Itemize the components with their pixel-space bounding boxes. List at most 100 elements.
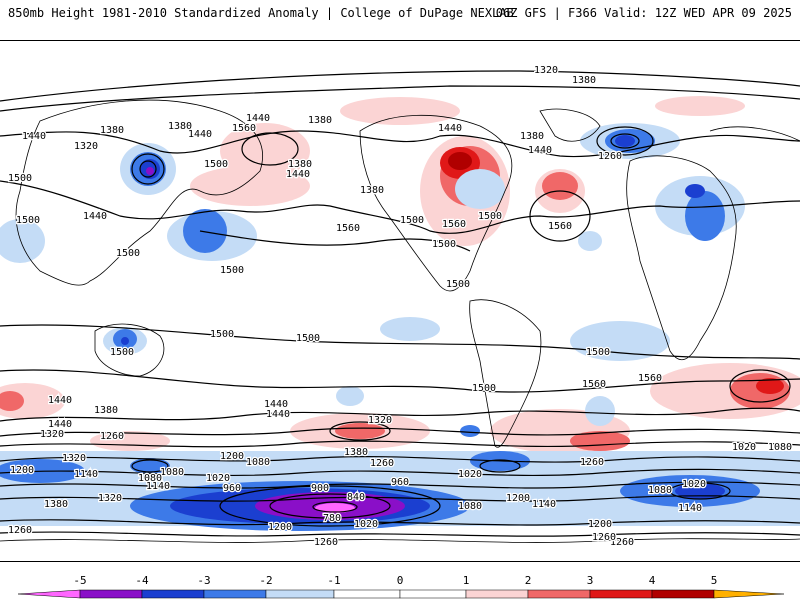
contour-label: 1380 xyxy=(360,185,384,196)
contour-1200-s xyxy=(0,468,800,477)
coast-asia xyxy=(15,99,263,286)
contour-label: 1380 xyxy=(572,75,596,86)
anomaly-neg-so-w2 xyxy=(130,458,170,474)
contour-1380-north xyxy=(0,85,800,112)
colorbar-tick-label: 1 xyxy=(463,574,470,587)
colorbar-swatch-pos4 xyxy=(651,589,715,599)
anomaly-neg-pacific-nw-2 xyxy=(183,209,227,253)
anomaly-neg-mid xyxy=(578,231,602,251)
contour-label: 1320 xyxy=(62,453,86,464)
contour-low-so-2 xyxy=(269,493,391,519)
contour-label: 900 xyxy=(311,483,329,494)
contour-label: 1020 xyxy=(458,469,482,480)
anomaly-neg-europe-3 xyxy=(615,135,635,147)
anomaly-neg-asia-w-3 xyxy=(685,184,705,198)
anomaly-neg-asia-w-2 xyxy=(685,191,725,241)
colorbar-tick-label: 5 xyxy=(711,574,718,587)
anomaly-pos-s-atlantic-3 xyxy=(756,378,784,394)
contour-label: 1260 xyxy=(8,525,32,536)
contour-label: 1080 xyxy=(246,457,270,468)
contour-label: 1020 xyxy=(732,442,756,453)
contour-label: 1380 xyxy=(520,131,544,142)
colorbar-swatch-neg3 xyxy=(141,589,205,599)
colorbar-swatch-zero-neg xyxy=(333,589,401,599)
contour-1440-s xyxy=(0,407,800,422)
contour-label: 1500 xyxy=(116,248,140,259)
contour-label: 1560 xyxy=(442,219,466,230)
anomaly-neg-so-c4 xyxy=(315,503,355,513)
contour-label: 1500 xyxy=(478,211,502,222)
contour-label: 960 xyxy=(391,477,409,488)
contour-label: 1500 xyxy=(110,347,134,358)
contour-label: 1080 xyxy=(160,467,184,478)
contour-high-asia xyxy=(241,132,299,166)
anomaly-neg-sub-2 xyxy=(336,386,364,406)
contour-label: 1500 xyxy=(8,173,32,184)
coast-south-america xyxy=(469,299,542,448)
anomaly-neg-siberia-4 xyxy=(146,167,154,175)
contour-1440-a xyxy=(0,130,800,158)
contour-label: 1440 xyxy=(188,129,212,140)
colorbar-tick-label: 4 xyxy=(649,574,656,587)
anomaly-neg-sub xyxy=(585,396,615,426)
anomaly-pos-north-pacific xyxy=(340,97,460,125)
contour-low-so-w xyxy=(131,459,169,473)
contour-label: 1260 xyxy=(100,431,124,442)
contour-1260-s xyxy=(0,456,800,463)
colorbar-tick-labels: -5 -4 -3 -2 -1 0 1 2 3 4 5 xyxy=(73,574,717,587)
colorbar-graphic: -5 -4 -3 -2 -1 0 1 2 3 4 5 xyxy=(17,574,785,599)
contour-label: 1020 xyxy=(682,479,706,490)
contour-label: 1500 xyxy=(446,279,470,290)
contour-label: 1500 xyxy=(296,333,320,344)
contour-label: 1260 xyxy=(598,151,622,162)
contour-low-siberia-2 xyxy=(139,160,157,178)
contour-label: 1440 xyxy=(22,131,46,142)
contour-label: 1380 xyxy=(344,447,368,458)
coast-australia xyxy=(94,323,165,377)
colorbar-tick-label: 3 xyxy=(587,574,594,587)
colorbar-tick-label: -2 xyxy=(259,574,272,587)
contour-low-so-3 xyxy=(312,501,358,513)
coast-asia-east xyxy=(709,126,800,142)
contour-label: 1260 xyxy=(592,532,616,543)
contour-label: 1560 xyxy=(336,223,360,234)
contour-label: 1320 xyxy=(98,493,122,504)
colorbar-tick-label: -1 xyxy=(327,574,340,587)
anomaly-pos-south-west xyxy=(0,383,65,419)
contour-label: 1380 xyxy=(44,499,68,510)
colorbar-swatch-neg4 xyxy=(79,589,143,599)
contour-label: 1320 xyxy=(40,429,64,440)
contour-label: 1200 xyxy=(268,522,292,533)
contour-label: 1260 xyxy=(610,537,634,548)
contour-1140-s xyxy=(0,481,800,489)
colorbar-swatch-pos2 xyxy=(527,589,591,599)
map-title: 850mb Height 1981-2010 Standardized Anom… xyxy=(8,6,514,20)
contour-label: 1560 xyxy=(548,221,572,232)
coast-greenland xyxy=(539,108,601,142)
colorbar-tick-label: -4 xyxy=(135,574,149,587)
contour-1500-a xyxy=(0,180,800,234)
contour-label: 1500 xyxy=(16,215,40,226)
contour-high-atl xyxy=(529,190,591,242)
contour-label: 1440 xyxy=(246,113,270,124)
contour-1500-sub xyxy=(0,369,800,393)
contour-label: 1500 xyxy=(586,347,610,358)
contour-label: 1380 xyxy=(94,405,118,416)
contour-low-so-e xyxy=(669,482,731,500)
coast-antarctica xyxy=(0,538,800,543)
anomaly-neg-trop-2 xyxy=(380,317,440,341)
contour-label: 1440 xyxy=(48,395,72,406)
anomaly-neg-so-mid2 xyxy=(460,425,480,437)
contour-label: 1320 xyxy=(368,415,392,426)
contour-labels: 1320138014401380132013801440150014401500… xyxy=(7,64,794,550)
coastlines xyxy=(0,99,800,543)
contour-label: 1260 xyxy=(314,537,338,548)
contour-1080-s xyxy=(0,495,800,502)
contour-label: 1500 xyxy=(210,329,234,340)
contour-label: 1380 xyxy=(168,121,192,132)
contour-label: 1440 xyxy=(48,419,72,430)
contour-high-satl xyxy=(729,369,791,403)
contour-label: 780 xyxy=(323,513,341,524)
height-contours xyxy=(0,70,800,537)
anomaly-neg-aus-3 xyxy=(121,337,129,345)
